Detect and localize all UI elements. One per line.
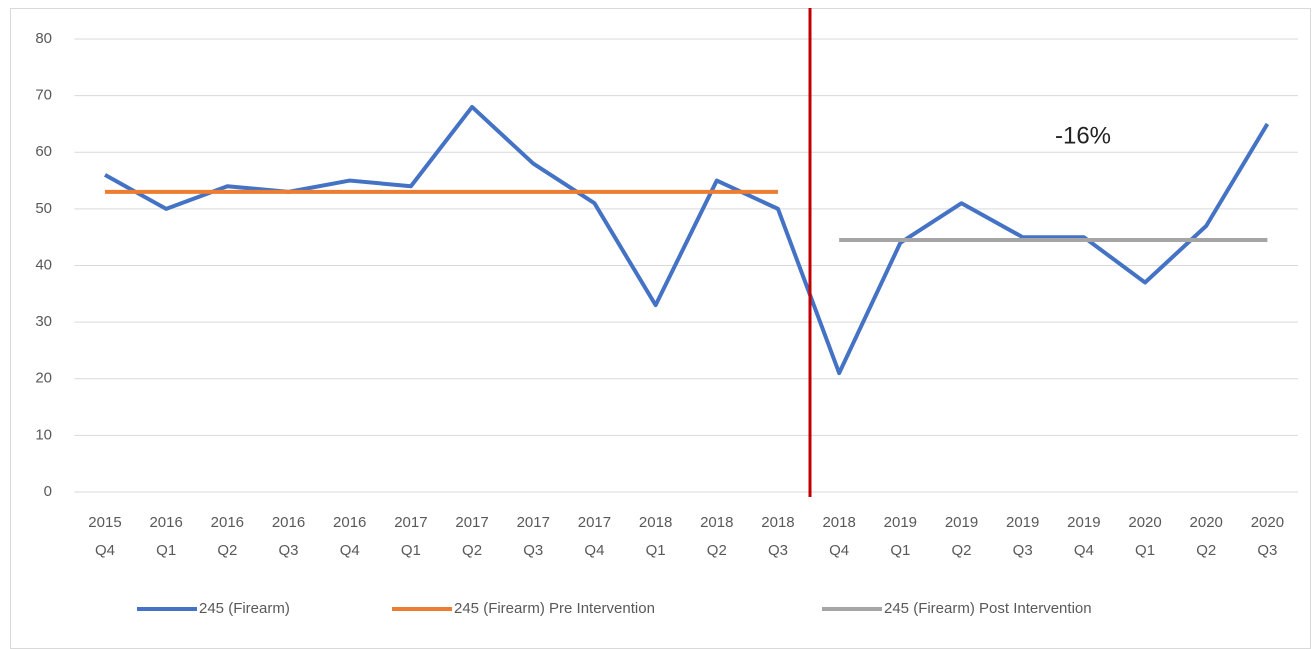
x-tick-label: Q3 (768, 542, 788, 559)
y-tick-label: 70 (35, 87, 52, 104)
x-tick-label: 2017 (394, 514, 427, 531)
x-tick-label: 2020 (1190, 514, 1223, 531)
x-tick-label: 2016 (149, 514, 182, 531)
x-tick-label: Q2 (217, 542, 237, 559)
lines (104, 104, 1270, 376)
x-tick-label: 2016 (272, 514, 305, 531)
x-tick-label: Q3 (279, 542, 299, 559)
x-tick-label: 2018 (639, 514, 672, 531)
x-tick-label: Q4 (340, 542, 360, 559)
legend-label: 245 (Firearm) Pre Intervention (454, 600, 655, 617)
x-tick-label: Q2 (1196, 542, 1216, 559)
x-tick-label: 2019 (884, 514, 917, 531)
x-tick-label: 2019 (945, 514, 978, 531)
x-tick-label: Q4 (95, 542, 115, 559)
x-tick-label: Q1 (1135, 542, 1155, 559)
x-tick-label: 2017 (517, 514, 550, 531)
x-tick-label: 2018 (761, 514, 794, 531)
grid (74, 38, 1298, 493)
x-tick-label: 2017 (455, 514, 488, 531)
x-tick-label: Q1 (646, 542, 666, 559)
x-tick-label: Q2 (952, 542, 972, 559)
x-tick-label: Q2 (462, 542, 482, 559)
x-tick-label: 2019 (1067, 514, 1100, 531)
annotation: -16% (1055, 122, 1111, 149)
x-tick-label: 2020 (1128, 514, 1161, 531)
x-tick-label: Q4 (584, 542, 604, 559)
x-tick-label: Q3 (1013, 542, 1033, 559)
x-tick-label: 2020 (1251, 514, 1284, 531)
x-tick-label: Q3 (1257, 542, 1277, 559)
y-tick-label: 30 (35, 313, 52, 330)
x-tick-label: 2018 (822, 514, 855, 531)
x-tick-label: 2016 (211, 514, 244, 531)
y-tick-label: 50 (35, 200, 52, 217)
y-tick-label: 0 (44, 483, 52, 500)
x-tick-label: Q3 (523, 542, 543, 559)
y-tick-label: 20 (35, 370, 52, 387)
x-tick-label: Q4 (1074, 542, 1094, 559)
legend-label: 245 (Firearm) Post Intervention (884, 600, 1092, 617)
y-tick-label: 80 (35, 30, 52, 47)
x-tick-label: 2019 (1006, 514, 1039, 531)
x-tick-label: 2016 (333, 514, 366, 531)
x-tick-label: 2017 (578, 514, 611, 531)
legend-label: 245 (Firearm) (199, 600, 290, 617)
y-tick-label: 40 (35, 256, 52, 273)
x-tick-label: Q1 (890, 542, 910, 559)
x-tick-label: Q4 (829, 542, 849, 559)
x-tick-label: Q2 (707, 542, 727, 559)
x-tick-label: 2018 (700, 514, 733, 531)
x-tick-label: Q1 (401, 542, 421, 559)
x-tick-label: 2015 (88, 514, 121, 531)
y-tick-label: 10 (35, 426, 52, 443)
x-tick-label: Q1 (156, 542, 176, 559)
y-tick-label: 60 (35, 143, 52, 160)
